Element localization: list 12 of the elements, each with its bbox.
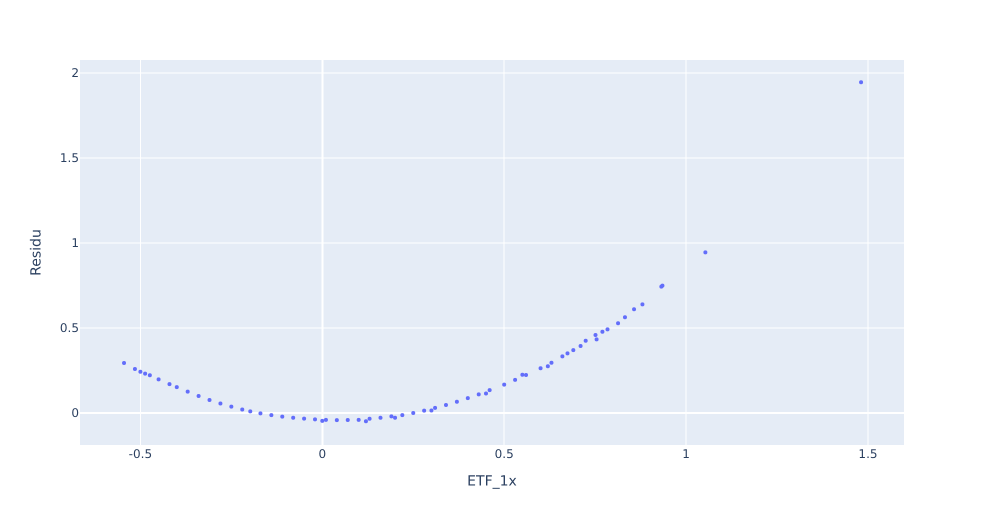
x-tick-label: 1 [682,447,690,461]
x-tick-label: -0.5 [128,447,152,461]
x-tick-label: 0 [318,447,326,461]
y-tick-label: 0 [71,406,79,420]
y-axis-title: Residu [28,229,45,276]
y-tick-label: 0.5 [60,321,79,336]
x-tick-label: 1.5 [858,447,878,461]
y-tick-label: 1.5 [60,151,79,166]
x-tick-label: 0.5 [494,447,514,461]
x-axis-title: ETF_1x [467,473,517,490]
y-tick-label: 2 [71,66,79,80]
y-tick-label: 1 [71,236,79,250]
